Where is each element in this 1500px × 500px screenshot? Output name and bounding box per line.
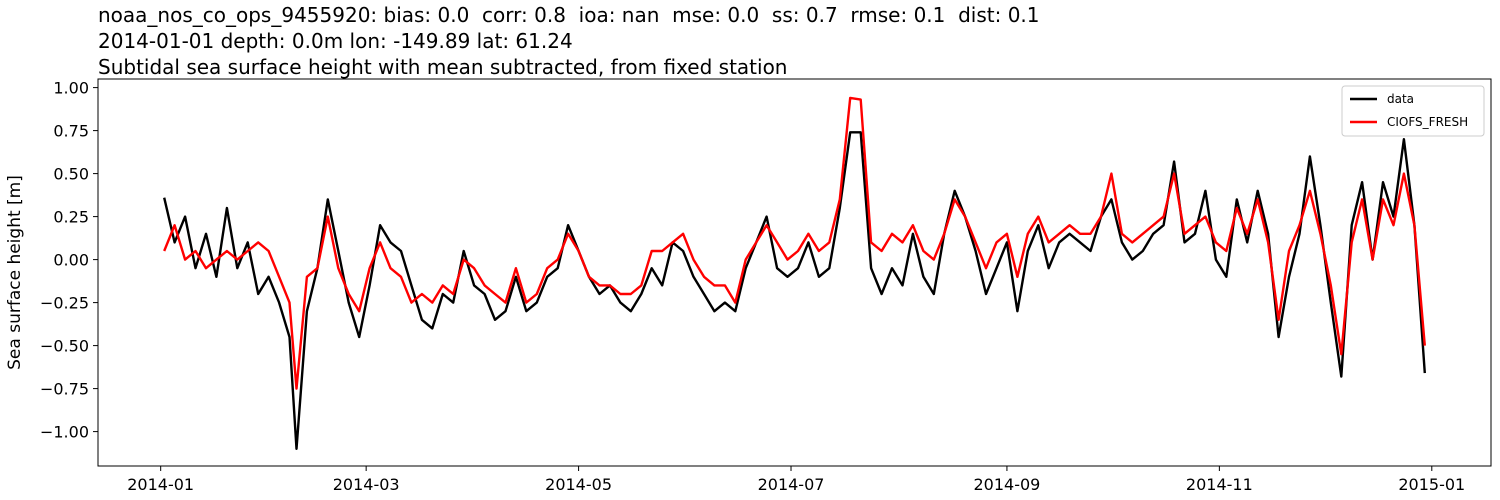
series-line-data [163,131,1426,450]
chart-title-line-2: 2014-01-01 depth: 0.0m lon: -149.89 lat:… [98,29,573,53]
x-tick-label: 2014-09 [974,475,1041,494]
plot-frame [97,78,1492,467]
y-axis: −1.00 −0.75 −0.50 −0.25 0.00 0.25 0.50 0.75 1.00 [40,79,98,442]
legend-label: CIOFS_FRESH [1387,115,1468,129]
y-tick-label: 0.00 [53,251,89,270]
x-tick-label: 2014-03 [333,475,400,494]
y-tick-label: 0.75 [53,122,89,141]
y-tick-label: −0.50 [40,337,89,356]
legend: data CIOFS_FRESH [1341,85,1485,137]
x-tick-label: 2014-01 [127,475,194,494]
y-tick-label: −0.25 [40,294,89,313]
x-tick-label: 2014-05 [545,475,612,494]
chart-title-line-3: Subtidal sea surface height with mean su… [98,55,788,79]
x-tick-label: 2015-01 [1398,475,1465,494]
x-tick-label: 2014-07 [758,475,825,494]
legend-box [1341,85,1485,137]
y-tick-label: −0.75 [40,380,89,399]
chart-title-line-1: noaa_nos_co_ops_9455920: bias: 0.0 corr:… [98,3,1040,27]
y-tick-label: 0.25 [53,208,89,227]
series-layer [163,96,1426,450]
y-axis-label: Sea surface height [m] [5,175,25,370]
x-tick-label: 2014-11 [1186,475,1253,494]
series-line-ciofs-fresh [163,96,1426,390]
chart-title-block: noaa_nos_co_ops_9455920: bias: 0.0 corr:… [98,2,1040,80]
legend-label: data [1387,92,1414,106]
y-tick-label: 1.00 [53,79,89,98]
y-tick-label: 0.50 [53,165,89,184]
y-tick-label: −1.00 [40,423,89,442]
x-axis: 2014-01 2014-03 2014-05 2014-07 2014-09 2014-… [127,466,1465,494]
